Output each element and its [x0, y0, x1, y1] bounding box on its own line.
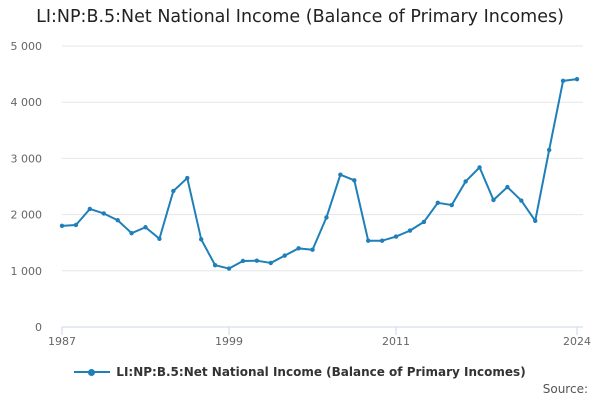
legend[interactable]: LI:NP:B.5:Net National Income (Balance o… [0, 365, 600, 379]
data-point [59, 223, 65, 229]
data-point [254, 258, 260, 263]
y-tick-label: 2 000 [11, 209, 43, 222]
data-point [101, 211, 106, 216]
data-point [87, 206, 93, 212]
y-axis-ticks: 0 1 000 2 000 3 000 4 000 5 000 [11, 40, 43, 334]
data-point [393, 234, 399, 239]
data-point [491, 197, 496, 203]
x-tick-label: 1999 [215, 335, 243, 348]
data-point [560, 78, 566, 84]
y-tick-label: 1 000 [11, 265, 43, 278]
data-point [352, 178, 357, 183]
data-point [212, 262, 218, 268]
data-point [143, 225, 148, 230]
y-tick-label: 4 000 [11, 96, 43, 109]
data-point [546, 147, 552, 153]
data-point [463, 179, 468, 184]
data-point [477, 165, 482, 170]
data-point [115, 218, 120, 223]
data-point [449, 202, 454, 208]
x-tick-label: 2011 [382, 335, 410, 348]
data-point [421, 219, 427, 225]
data-point [435, 200, 441, 205]
y-tick-label: 5 000 [11, 40, 43, 53]
source-label: Source: [542, 382, 588, 396]
data-point [310, 247, 315, 252]
grid-lines [62, 45, 583, 272]
data-point [240, 258, 246, 264]
data-point [505, 184, 510, 190]
data-point [226, 266, 232, 271]
data-point [268, 260, 273, 266]
y-tick-label: 0 [35, 321, 42, 334]
data-point [185, 175, 190, 181]
data-point [296, 246, 301, 251]
data-point [366, 238, 371, 243]
chart-title: LI:NP:B.5:Net National Income (Balance o… [36, 7, 564, 27]
x-tick-label: 1987 [48, 335, 76, 348]
data-point [157, 236, 162, 241]
data-point [379, 238, 385, 243]
data-point [282, 253, 287, 258]
legend-swatch [74, 367, 111, 377]
data-point [198, 237, 204, 242]
series-layer [59, 76, 580, 271]
legend-marker [88, 368, 96, 376]
y-tick-label: 3 000 [11, 152, 43, 165]
x-tick-label: 2024 [563, 335, 591, 348]
data-point [129, 230, 134, 236]
data-point [407, 228, 413, 233]
data-point [73, 222, 79, 228]
data-point [533, 218, 538, 223]
series-line [61, 78, 578, 270]
data-point [519, 198, 524, 203]
x-axis: 1987 1999 2011 2024 [48, 326, 591, 348]
legend-label: LI:NP:B.5:Net National Income (Balance o… [116, 365, 526, 379]
data-point [171, 188, 176, 194]
data-point [574, 76, 580, 82]
data-point [338, 172, 343, 177]
data-point [324, 215, 329, 220]
